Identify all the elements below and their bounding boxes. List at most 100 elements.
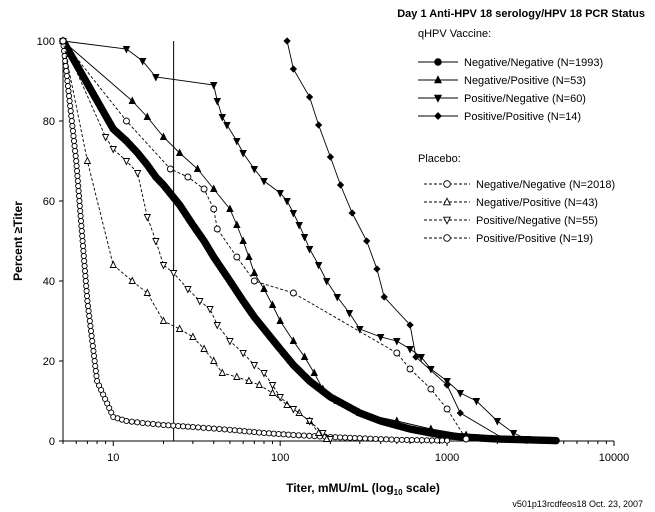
data-point	[87, 327, 95, 335]
data-point	[233, 138, 241, 146]
data-point	[351, 434, 358, 442]
data-point	[250, 166, 259, 174]
data-point	[239, 350, 247, 358]
legend-label: Positive/Positive (N=14)	[464, 111, 581, 123]
data-point	[143, 112, 152, 120]
series-5	[59, 36, 331, 442]
data-point	[89, 342, 96, 350]
data-point	[71, 142, 78, 150]
series-1	[59, 36, 470, 438]
data-point	[75, 192, 83, 200]
data-point	[123, 117, 130, 125]
data-point	[326, 153, 335, 161]
data-point	[373, 265, 381, 273]
series-3	[283, 37, 508, 443]
y-tick-label: 100	[37, 36, 55, 48]
data-point	[77, 217, 85, 225]
data-point	[86, 317, 93, 325]
data-point	[159, 132, 168, 140]
data-point	[439, 437, 446, 444]
data-point	[91, 357, 98, 365]
data-point	[72, 147, 79, 155]
data-point	[166, 165, 174, 173]
data-point	[134, 419, 141, 426]
data-point	[68, 117, 75, 125]
data-point	[472, 398, 481, 406]
legend-group-title: qHPV Vaccine:	[418, 28, 491, 40]
data-point	[443, 234, 451, 242]
data-point	[152, 74, 160, 82]
data-point	[218, 368, 227, 376]
data-point	[101, 134, 110, 142]
data-point	[213, 322, 222, 330]
data-point	[319, 384, 327, 392]
data-point	[86, 312, 93, 320]
series-6	[59, 38, 335, 444]
series-4	[59, 37, 451, 444]
data-point	[433, 437, 441, 444]
data-point	[76, 197, 83, 205]
data-point	[122, 158, 131, 166]
data-point	[268, 382, 277, 390]
data-point	[93, 372, 100, 380]
data-point	[256, 429, 263, 436]
data-point	[89, 337, 96, 345]
legend-label: Positive/Positive (N=19)	[476, 233, 593, 245]
data-point	[306, 432, 313, 439]
data-point	[289, 406, 298, 414]
data-point	[138, 58, 147, 66]
data-point	[78, 222, 85, 230]
y-tick-label: 40	[43, 276, 55, 288]
data-point	[423, 437, 431, 444]
data-point	[342, 434, 349, 441]
data-point	[83, 287, 90, 295]
data-point	[434, 112, 442, 120]
data-point	[319, 430, 327, 438]
data-point	[285, 431, 292, 438]
data-point	[393, 349, 401, 357]
data-point	[109, 260, 117, 268]
data-point	[403, 436, 410, 444]
data-point	[67, 102, 74, 110]
data-point	[314, 262, 323, 270]
data-point	[406, 346, 414, 354]
data-point	[195, 424, 202, 431]
data-point	[260, 178, 268, 186]
data-point	[216, 425, 223, 433]
data-point	[63, 72, 70, 80]
data-point	[80, 252, 87, 260]
data-point	[280, 431, 287, 438]
data-point	[268, 300, 277, 308]
data-point	[160, 421, 167, 429]
data-point	[406, 321, 414, 329]
data-point	[380, 293, 388, 301]
data-point	[433, 94, 443, 103]
legend: qHPV Vaccine: Negative/Negative (N=1993) N…	[418, 28, 615, 245]
data-point	[69, 122, 76, 130]
data-point	[70, 137, 78, 145]
data-point	[78, 227, 85, 235]
data-point	[92, 367, 99, 375]
data-point	[408, 436, 415, 444]
data-point	[376, 334, 385, 342]
x-axis-label-sub: 10	[394, 488, 403, 497]
data-point	[90, 352, 98, 360]
data-point	[200, 344, 208, 352]
data-point	[75, 182, 82, 190]
series-line	[62, 40, 467, 436]
data-point	[236, 427, 243, 434]
data-point	[333, 294, 342, 302]
footnote: v501p13rcdfeos18 Oct. 23, 2007	[512, 499, 643, 509]
data-point	[305, 246, 314, 254]
data-point	[268, 388, 277, 396]
data-point	[193, 164, 202, 172]
data-point	[139, 419, 146, 427]
data-point	[260, 284, 268, 292]
data-point	[77, 212, 84, 220]
data-point	[210, 425, 218, 432]
chart-title: Day 1 Anti-HPV 18 serology/HPV 18 PCR St…	[397, 8, 645, 20]
plot-area	[59, 36, 560, 445]
data-point	[205, 425, 212, 432]
data-point	[81, 267, 89, 275]
